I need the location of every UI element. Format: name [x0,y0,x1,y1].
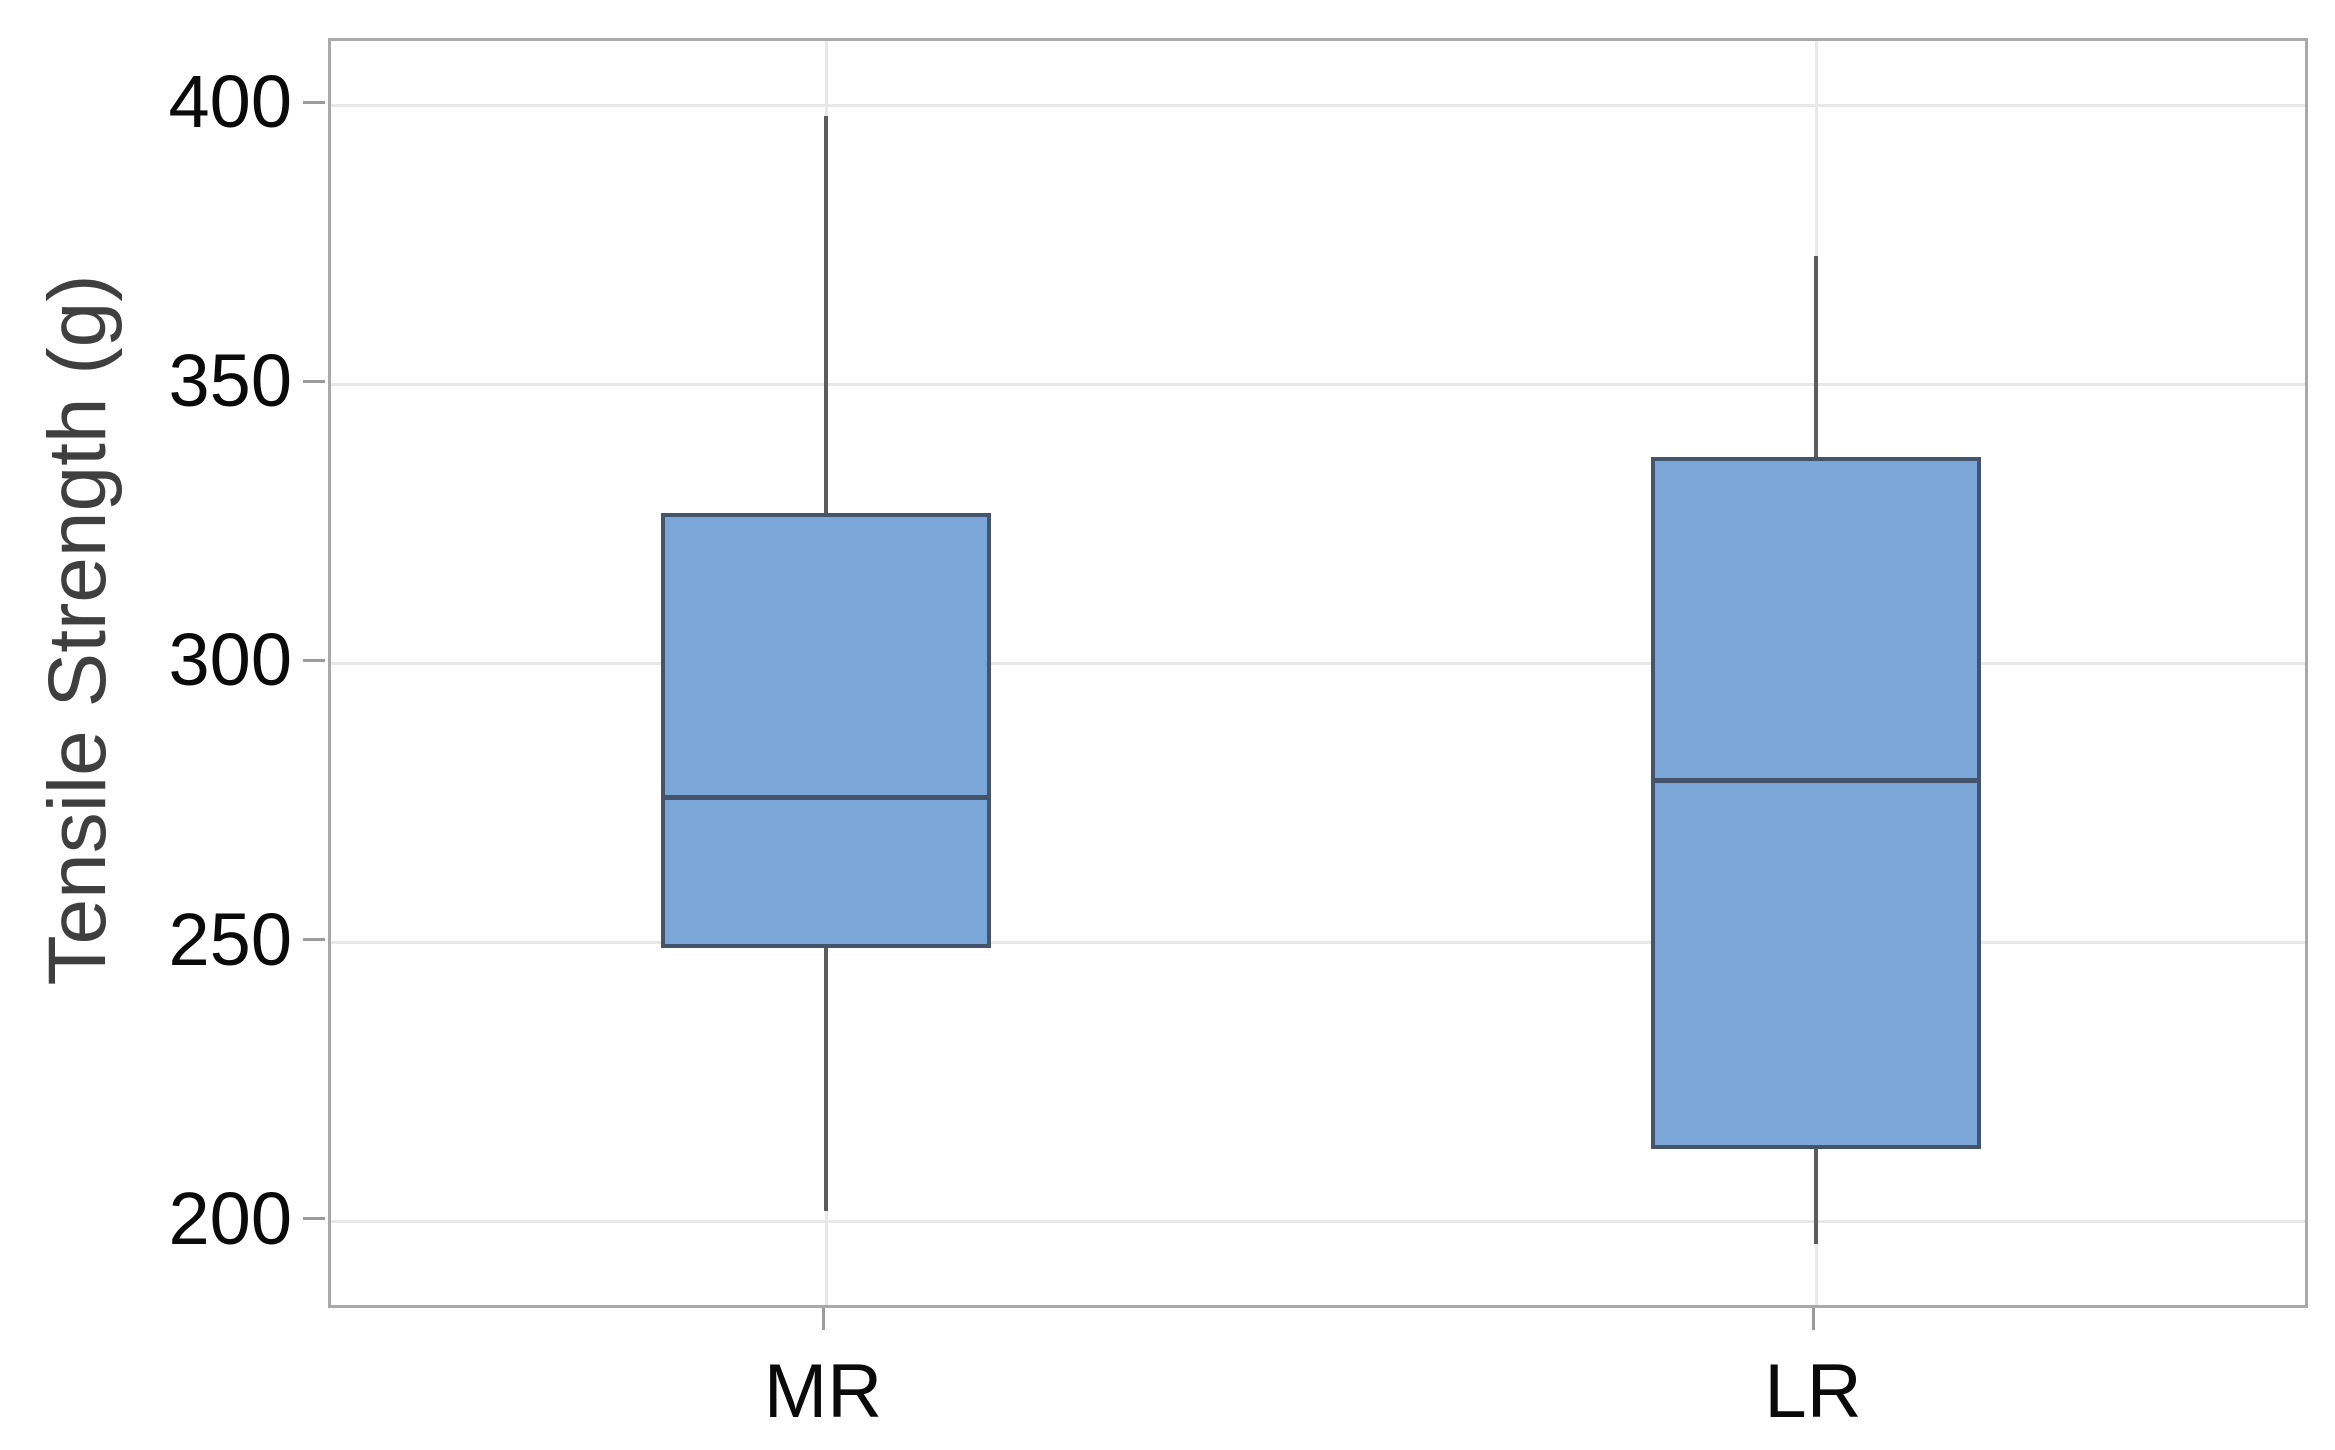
y-tick-mark [303,938,325,942]
box-MR [661,512,991,949]
box-LR [1651,456,1981,1150]
y-tick-label: 300 [168,618,292,702]
y-gridline [331,941,2305,945]
y-tick-label: 250 [168,897,292,981]
median-line-LR [1651,778,1981,784]
x-tick-label-lr: LR [1764,1349,1862,1434]
y-tick-mark [303,658,325,662]
upper-whisker [1814,255,1818,457]
x-tick-label-mr: MR [763,1349,883,1434]
y-tick-mark [303,1217,325,1221]
plot-area [328,38,2308,1308]
upper-whisker [824,116,828,513]
y-tick-label: 200 [168,1176,292,1260]
y-tick-label: 350 [168,339,292,423]
y-tick-mark [303,379,325,383]
y-tick-label: 400 [168,60,292,144]
median-line-MR [661,794,991,800]
y-gridline [331,1220,2305,1224]
y-gridline [331,382,2305,386]
x-tick-mark [1811,1308,1815,1330]
lower-whisker [824,948,828,1211]
y-tick-mark [303,100,325,104]
lower-whisker [1814,1149,1818,1244]
y-gridline [331,661,2305,665]
y-gridline [331,103,2305,107]
x-tick-mark [821,1308,825,1330]
